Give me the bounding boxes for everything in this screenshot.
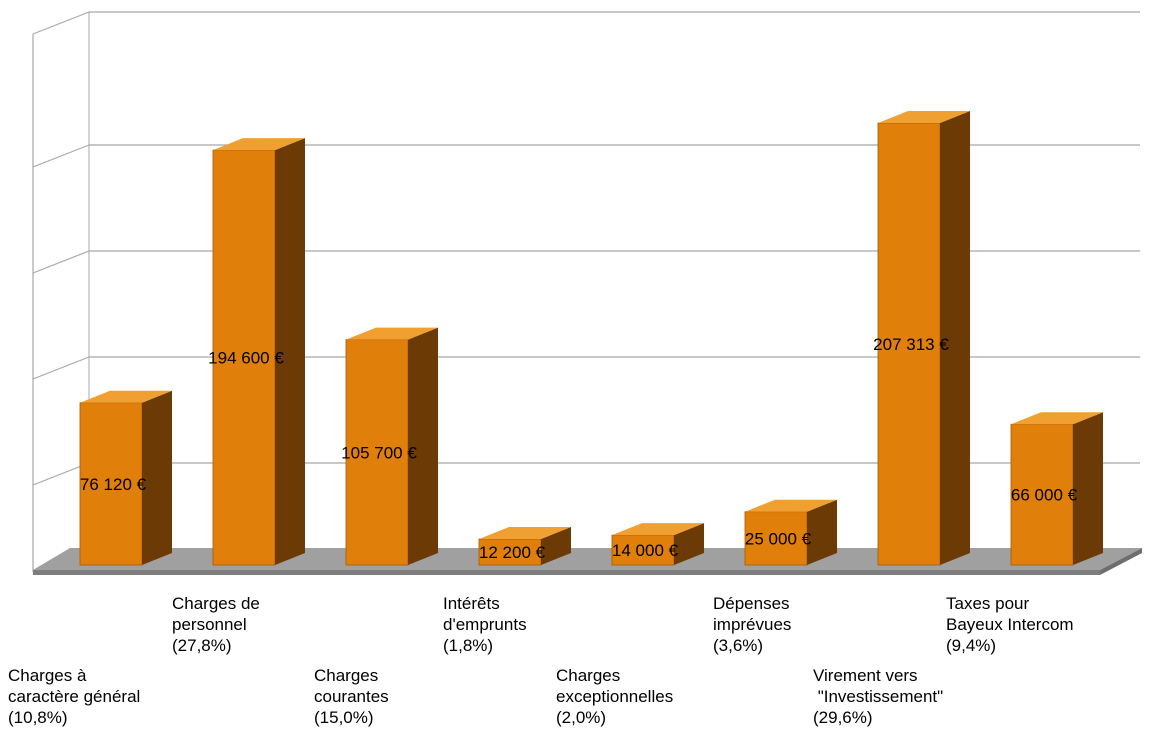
category-label: Virement vers "Investissement" (29,6%) (813, 666, 943, 727)
floor-plane (33, 548, 1142, 570)
bar (744, 499, 837, 566)
category-label-line: Charges de (172, 594, 260, 613)
category-label: Charges courantes (15,0%) (314, 666, 389, 727)
category-label-line: (9,4%) (946, 636, 996, 655)
bar-top (612, 523, 704, 536)
bar-front (1010, 423, 1074, 566)
category-label-line: (15,0%) (314, 708, 374, 727)
category-label-line: (29,6%) (813, 708, 873, 727)
category-label-line: Intérêts (443, 594, 500, 613)
category-label-line: (2,0%) (556, 708, 606, 727)
gridline-side (32, 144, 90, 168)
bar-top (213, 138, 305, 151)
floor-edge (33, 570, 1100, 575)
category-label-line: "Investissement" (813, 687, 943, 706)
bar-side (807, 499, 837, 565)
category-label-line: Virement vers (813, 666, 918, 685)
category-label-line: caractère général (8, 687, 140, 706)
bar (345, 327, 438, 566)
category-label-line: courantes (314, 687, 389, 706)
bar-top (1011, 412, 1103, 425)
chart-floor (33, 548, 1142, 575)
gridline-side (32, 250, 90, 274)
bar-top (80, 390, 172, 403)
bar (877, 111, 970, 566)
bar-side (541, 526, 571, 565)
category-label-line: (3,6%) (713, 636, 763, 655)
bar-front (744, 511, 808, 566)
gridline-side (32, 11, 90, 35)
category-label: Taxes pour Bayeux Intercom (9,4%) (946, 594, 1074, 655)
category-label-line: Dépenses (713, 594, 790, 613)
bar-front (478, 538, 542, 566)
bars (79, 111, 1103, 566)
data-label: 76 120 € (80, 475, 147, 494)
bar-top (346, 327, 438, 340)
bar-front (212, 149, 276, 566)
data-label: 105 700 € (341, 443, 417, 462)
bar-side (1073, 412, 1103, 565)
category-label-line: (27,8%) (172, 636, 232, 655)
data-label: 25 000 € (745, 529, 812, 548)
category-label: Intérêts d'emprunts (1,8%) (443, 594, 527, 655)
bar (611, 523, 704, 566)
bar-top (479, 526, 571, 539)
bar-side (142, 390, 172, 565)
category-label-line: (1,8%) (443, 636, 493, 655)
category-label: Charges à caractère général (10,8%) (8, 666, 140, 727)
bar-side (408, 327, 438, 565)
bar-front (877, 122, 941, 566)
category-label-line: Charges (556, 666, 620, 685)
category-label-line: exceptionnelles (556, 687, 673, 706)
bar-front (611, 534, 675, 566)
bar (1010, 412, 1103, 566)
category-label-line: Bayeux Intercom (946, 615, 1074, 634)
category-label-line: imprévues (713, 615, 791, 634)
category-label: Dépenses imprévues (3,6%) (713, 594, 791, 655)
bar (212, 138, 305, 566)
category-label: Charges de personnel (27,8%) (172, 594, 260, 655)
category-label-line: personnel (172, 615, 247, 634)
category-label-line: Charges à (8, 666, 87, 685)
data-label: 12 200 € (479, 543, 546, 562)
bar-side (940, 111, 970, 565)
data-labels: 76 120 € 194 600 € 105 700 € 12 200 € 14 000… (80, 335, 1078, 562)
floor-edge-side (1100, 548, 1142, 575)
bar (79, 390, 172, 566)
data-label: 14 000 € (612, 541, 679, 560)
bar (478, 526, 571, 566)
bar-side (674, 523, 704, 565)
data-label: 194 600 € (208, 349, 284, 368)
category-label: Charges exceptionnelles (2,0%) (556, 666, 673, 727)
gridline-side (32, 356, 90, 380)
data-label: 66 000 € (1011, 486, 1078, 505)
bar-top (745, 499, 837, 512)
data-label: 207 313 € (873, 335, 949, 354)
category-labels: Charges à caractère général (10,8%)Charges… (8, 594, 1074, 727)
gridlines (32, 11, 1140, 572)
bar-side (275, 138, 305, 565)
bar-front (345, 339, 409, 566)
category-label-line: Charges (314, 666, 378, 685)
category-label-line: (10,8%) (8, 708, 68, 727)
bar-top (878, 111, 970, 123)
category-label-line: Taxes pour (946, 594, 1029, 613)
category-label-line: d'emprunts (443, 615, 527, 634)
